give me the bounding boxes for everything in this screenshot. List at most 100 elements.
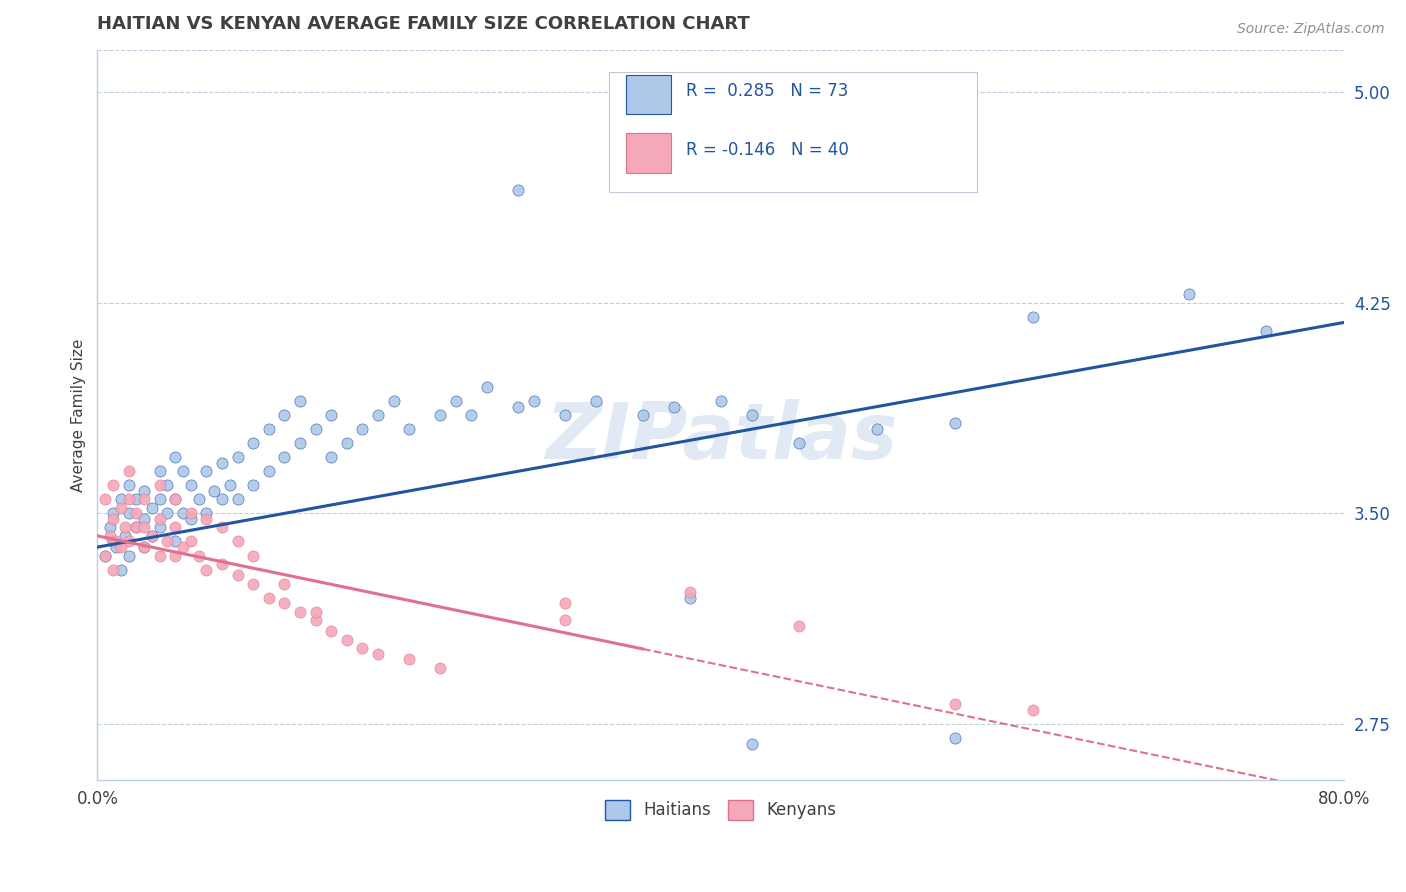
FancyBboxPatch shape — [626, 133, 671, 172]
Point — [1021, 703, 1043, 717]
Point — [787, 619, 810, 633]
Point — [156, 507, 179, 521]
Point — [242, 549, 264, 563]
Point — [508, 183, 530, 197]
Point — [554, 408, 576, 422]
Point — [257, 464, 280, 478]
Text: Source: ZipAtlas.com: Source: ZipAtlas.com — [1237, 22, 1385, 37]
Point — [288, 605, 311, 619]
Point — [226, 534, 249, 549]
Point — [117, 549, 139, 563]
Point — [105, 540, 128, 554]
Point — [165, 549, 187, 563]
Point — [382, 394, 405, 409]
Point — [195, 464, 218, 478]
Point — [141, 500, 163, 515]
Point — [134, 540, 156, 554]
Point — [273, 576, 295, 591]
Point — [585, 394, 607, 409]
Point — [273, 450, 295, 465]
Point — [554, 613, 576, 627]
Point — [741, 408, 763, 422]
Point — [165, 492, 187, 507]
Legend: Haitians, Kenyans: Haitians, Kenyans — [599, 793, 844, 827]
Point — [98, 529, 121, 543]
Point — [180, 534, 202, 549]
Point — [101, 563, 124, 577]
Point — [475, 380, 498, 394]
Point — [352, 422, 374, 436]
Point — [273, 596, 295, 610]
Point — [288, 394, 311, 409]
Point — [187, 492, 209, 507]
Point — [110, 563, 132, 577]
Point — [1021, 310, 1043, 324]
Point — [195, 512, 218, 526]
Point — [117, 464, 139, 478]
Point — [134, 512, 156, 526]
Point — [288, 436, 311, 450]
Point — [180, 478, 202, 492]
Point — [94, 492, 117, 507]
Point — [336, 632, 359, 647]
Point — [429, 661, 451, 675]
Point — [195, 507, 218, 521]
Point — [211, 557, 233, 571]
Point — [741, 737, 763, 751]
Point — [367, 408, 389, 422]
Point — [156, 534, 179, 549]
Point — [202, 483, 225, 498]
Point — [321, 450, 343, 465]
FancyBboxPatch shape — [609, 71, 977, 193]
Point — [398, 652, 420, 666]
Point — [321, 624, 343, 639]
Point — [114, 520, 136, 534]
Point — [141, 529, 163, 543]
Point — [211, 520, 233, 534]
Point — [211, 492, 233, 507]
Text: R = -0.146   N = 40: R = -0.146 N = 40 — [686, 141, 849, 159]
Point — [943, 417, 966, 431]
Point — [165, 450, 187, 465]
Point — [110, 540, 132, 554]
Point — [187, 549, 209, 563]
Point — [101, 512, 124, 526]
Point — [180, 512, 202, 526]
Point — [866, 422, 889, 436]
Point — [226, 492, 249, 507]
Point — [105, 534, 128, 549]
Point — [304, 605, 326, 619]
Point — [943, 698, 966, 712]
Point — [114, 529, 136, 543]
Point — [662, 400, 685, 414]
Point — [242, 478, 264, 492]
FancyBboxPatch shape — [626, 75, 671, 114]
Point — [101, 534, 124, 549]
Point — [125, 507, 148, 521]
Point — [94, 549, 117, 563]
Text: HAITIAN VS KENYAN AVERAGE FAMILY SIZE CORRELATION CHART: HAITIAN VS KENYAN AVERAGE FAMILY SIZE CO… — [97, 15, 751, 33]
Point — [149, 549, 172, 563]
Point — [398, 422, 420, 436]
Point — [165, 492, 187, 507]
Point — [165, 520, 187, 534]
Point — [336, 436, 359, 450]
Point — [631, 408, 654, 422]
Point — [943, 731, 966, 746]
Point — [460, 408, 482, 422]
Point — [149, 464, 172, 478]
Point — [117, 478, 139, 492]
Text: R =  0.285   N = 73: R = 0.285 N = 73 — [686, 82, 848, 101]
Point — [554, 596, 576, 610]
Point — [1177, 287, 1199, 301]
Point — [117, 492, 139, 507]
Point — [172, 464, 194, 478]
Point — [242, 576, 264, 591]
Point — [125, 520, 148, 534]
Point — [134, 483, 156, 498]
Point — [134, 492, 156, 507]
Point — [367, 647, 389, 661]
Point — [134, 520, 156, 534]
Point — [226, 450, 249, 465]
Point — [149, 520, 172, 534]
